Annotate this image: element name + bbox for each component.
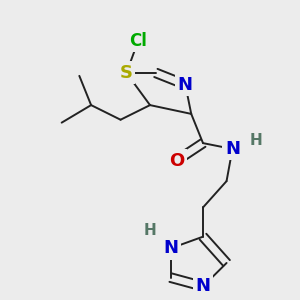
- Text: O: O: [169, 152, 184, 170]
- Text: N: N: [196, 278, 211, 296]
- Text: S: S: [120, 64, 133, 82]
- Text: N: N: [225, 140, 240, 158]
- Text: H: H: [144, 223, 156, 238]
- Text: Cl: Cl: [129, 32, 147, 50]
- Text: H: H: [250, 133, 262, 148]
- Text: N: N: [178, 76, 193, 94]
- Text: N: N: [163, 239, 178, 257]
